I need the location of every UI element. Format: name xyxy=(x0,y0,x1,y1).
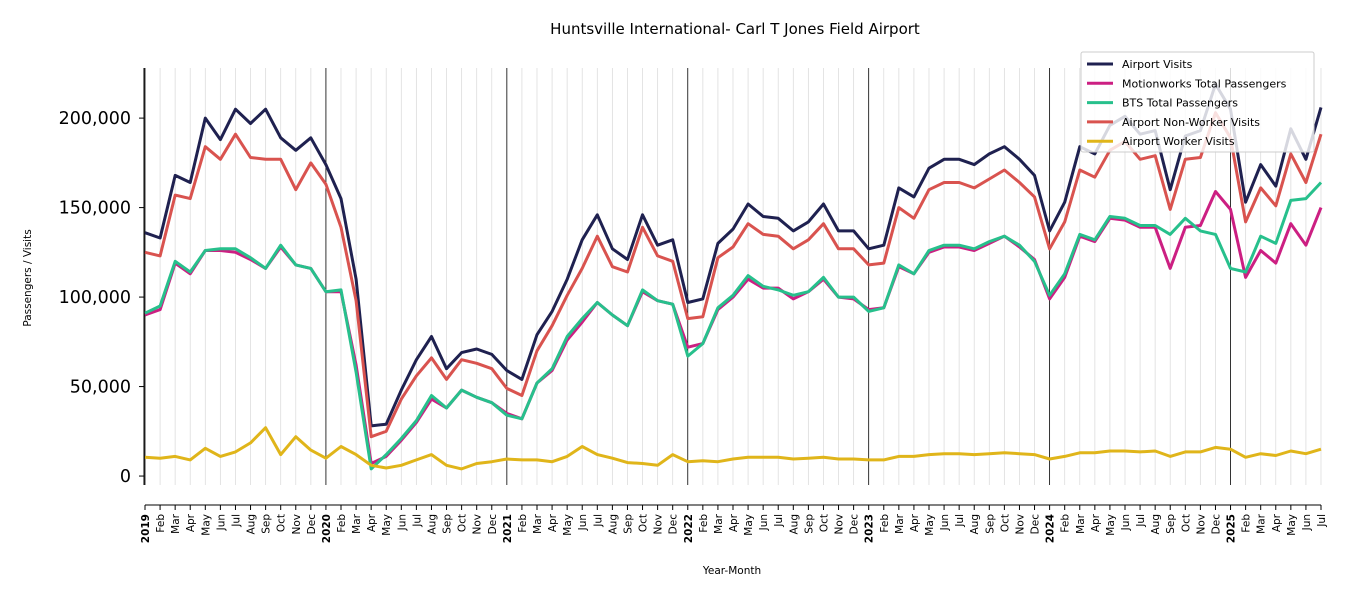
x-tick-label: May xyxy=(924,514,936,536)
x-tick-label: Aug xyxy=(607,514,619,535)
x-tick-label: Dec xyxy=(1030,514,1042,535)
x-tick-label: Aug xyxy=(969,514,981,535)
x-tick-label: Sep xyxy=(803,514,815,534)
y-tick-label: 0 xyxy=(120,467,131,487)
x-tick-label: Feb xyxy=(1241,514,1253,533)
x-tick-label: Feb xyxy=(336,514,348,533)
x-tick-label: Apr xyxy=(547,513,559,532)
y-tick-label: 50,000 xyxy=(70,378,131,398)
x-tick-label: Apr xyxy=(185,513,197,532)
x-tick-label: Mar xyxy=(1075,513,1087,533)
x-tick-label: Dec xyxy=(487,514,499,535)
series-line-bts-total-passengers xyxy=(144,181,1323,471)
x-tick-label: Nov xyxy=(834,514,846,535)
x-tick-label: Jun xyxy=(215,514,227,531)
x-tick-label: May xyxy=(200,514,212,536)
x-tick-label: Jul xyxy=(411,514,423,528)
x-tick-label: Mar xyxy=(1256,513,1268,533)
legend: Airport Visits Motionworks Total Passenge… xyxy=(1080,51,1315,153)
x-tick-label: 2025 xyxy=(1226,514,1238,543)
x-tick-label: Jul xyxy=(773,514,785,528)
x-tick-label: Jun xyxy=(758,514,770,531)
x-tick-label: 2023 xyxy=(864,514,876,543)
x-tick-label: Oct xyxy=(638,514,650,532)
legend-entry: BTS Total Passengers xyxy=(1122,97,1238,110)
x-axis-label: Year-Month xyxy=(702,565,761,577)
x-tick-label: Nov xyxy=(291,514,303,535)
x-tick-label: Sep xyxy=(984,514,996,534)
x-tick-label: Sep xyxy=(442,514,454,534)
x-tick-label: Feb xyxy=(698,514,710,533)
legend-entry: Motionworks Total Passengers xyxy=(1122,77,1287,90)
x-tick-label: May xyxy=(1105,514,1117,536)
legend-entry: Airport Worker Visits xyxy=(1122,135,1235,148)
x-tick-label: 2024 xyxy=(1045,514,1057,543)
x-tick-label: Feb xyxy=(517,514,529,533)
chart-title: Huntsville International- Carl T Jones F… xyxy=(550,20,920,38)
x-axis: 2019 Feb Mar Apr May Jun Jul Aug Sep Oct Nov Dec 202… xyxy=(140,504,1328,543)
x-tick-label: Dec xyxy=(668,514,680,535)
x-tick-label: May xyxy=(381,514,393,536)
x-tick-label: Mar xyxy=(170,513,182,533)
x-tick-label: Sep xyxy=(261,514,273,534)
x-tick-label: 2019 xyxy=(140,514,152,543)
x-tick-label: Apr xyxy=(728,513,740,532)
x-tick-label: Oct xyxy=(818,514,830,532)
x-tick-label: May xyxy=(743,514,755,536)
x-tick-label: Jul xyxy=(1316,514,1328,528)
x-tick-label: Feb xyxy=(1060,514,1072,533)
x-tick-label: Nov xyxy=(472,514,484,535)
x-tick-label: Jun xyxy=(939,514,951,531)
x-tick-label: Jul xyxy=(592,514,604,528)
x-tick-label: Dec xyxy=(1210,514,1222,535)
x-tick-label: Jun xyxy=(396,514,408,531)
legend-entry: Airport Non-Worker Visits xyxy=(1122,116,1260,129)
x-tick-label: Nov xyxy=(1014,514,1026,535)
x-tick-label: 2020 xyxy=(321,514,333,543)
x-tick-label: Feb xyxy=(155,514,167,533)
y-tick-label: 150,000 xyxy=(59,199,131,219)
x-tick-label: Sep xyxy=(1165,514,1177,534)
x-tick-label: Jul xyxy=(230,514,242,528)
y-axis-label: Passengers / Visits xyxy=(22,229,34,326)
y-tick-label: 100,000 xyxy=(59,288,131,308)
x-tick-label: Mar xyxy=(713,513,725,533)
x-tick-label: 2022 xyxy=(683,514,695,543)
series-line-airport-worker-visits xyxy=(144,426,1322,471)
legend-box xyxy=(1080,51,1315,153)
x-tick-label: May xyxy=(1286,514,1298,536)
x-tick-label: Jul xyxy=(954,514,966,528)
x-tick-label: Apr xyxy=(366,513,378,532)
x-tick-label: Apr xyxy=(1271,513,1283,532)
x-tick-label: Jun xyxy=(577,514,589,531)
y-axis: 0 50,000 100,000 150,000 200,000 xyxy=(59,68,145,487)
x-tick-label: Aug xyxy=(246,514,258,535)
x-tick-label: Oct xyxy=(999,514,1011,532)
x-tick-label: Apr xyxy=(1090,513,1102,532)
x-tick-label: Feb xyxy=(879,514,891,533)
x-tick-label: Sep xyxy=(622,514,634,534)
x-tick-label: Oct xyxy=(457,514,469,532)
x-tick-label: Dec xyxy=(306,514,318,535)
x-tick-label: Oct xyxy=(276,514,288,532)
x-tick-label: Dec xyxy=(849,514,861,535)
x-tick-label: Mar xyxy=(532,513,544,533)
x-tick-label: Jun xyxy=(1120,514,1132,531)
x-tick-label: Mar xyxy=(894,513,906,533)
x-tick-label: Aug xyxy=(788,514,800,535)
x-tick-label: 2021 xyxy=(502,514,514,543)
legend-entry: Airport Visits xyxy=(1122,58,1193,71)
x-tick-label: Apr xyxy=(909,513,921,532)
x-tick-label: Mar xyxy=(351,513,363,533)
y-tick-label: 200,000 xyxy=(59,109,131,129)
x-tick-label: Jun xyxy=(1301,514,1313,531)
x-tick-label: Aug xyxy=(1150,514,1162,535)
x-tick-label: Nov xyxy=(1195,514,1207,535)
x-tick-label: Oct xyxy=(1180,514,1192,532)
x-tick-label: Jul xyxy=(1135,514,1147,528)
x-tick-label: Aug xyxy=(426,514,438,535)
x-tick-label: Nov xyxy=(653,514,665,535)
x-tick-label: May xyxy=(562,514,574,536)
